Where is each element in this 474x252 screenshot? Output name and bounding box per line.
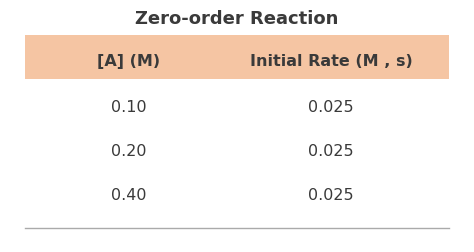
Text: [A] (M): [A] (M): [97, 54, 160, 69]
Text: Zero-order Reaction: Zero-order Reaction: [135, 10, 339, 28]
FancyBboxPatch shape: [25, 36, 449, 80]
Text: Initial Rate (M , s): Initial Rate (M , s): [250, 54, 413, 69]
Text: 0.025: 0.025: [309, 187, 354, 202]
Text: 0.025: 0.025: [309, 143, 354, 159]
Text: 0.20: 0.20: [111, 143, 146, 159]
Text: 0.10: 0.10: [111, 100, 146, 115]
Text: 0.40: 0.40: [111, 187, 146, 202]
Text: 0.025: 0.025: [309, 100, 354, 115]
